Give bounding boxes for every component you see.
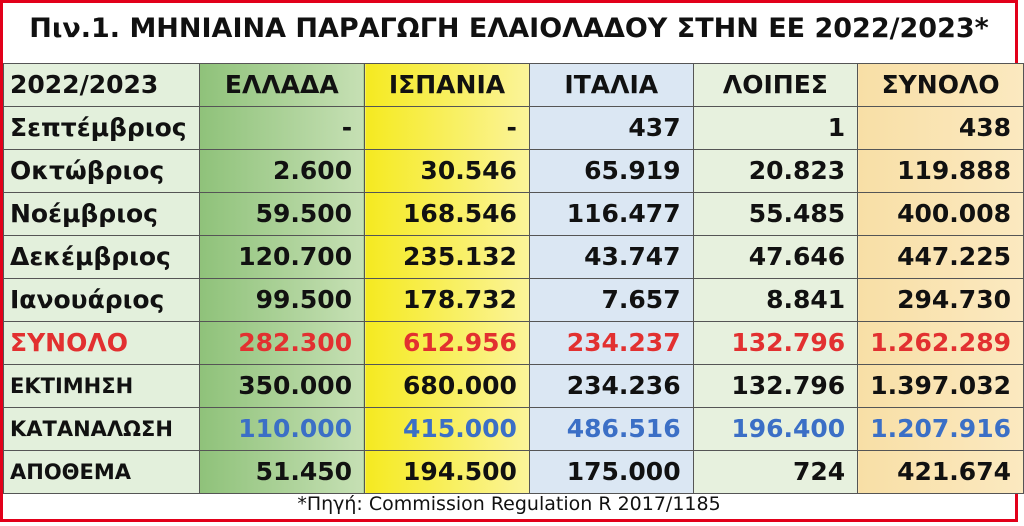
cell-italy: 437: [528, 106, 694, 150]
cell-others: 196.400: [692, 407, 859, 451]
cell-spain: 612.956: [364, 321, 530, 365]
cell-spain: 178.732: [364, 278, 530, 322]
cell-italy: 43.747: [528, 235, 694, 279]
row-january: Ιανουάριος 99.500 178.732 7.657 8.841 29…: [3, 278, 1024, 322]
header-greece: ΕΛΛΑΔΑ: [198, 63, 366, 107]
header-spain: ΙΣΠΑΝΙΑ: [364, 63, 530, 107]
row-label: Σεπτέμβριος: [3, 106, 200, 150]
cell-total: 1.262.289: [857, 321, 1024, 365]
cell-italy: 486.516: [528, 407, 694, 451]
row-label: Οκτώβριος: [3, 149, 200, 193]
cell-greece: -: [198, 106, 366, 150]
cell-spain: 30.546: [364, 149, 530, 193]
cell-total: 438: [857, 106, 1024, 150]
cell-italy: 175.000: [528, 450, 694, 494]
cell-italy: 234.237: [528, 321, 694, 365]
olive-oil-production-table: 2022/2023 ΕΛΛΑΔΑ ΙΣΠΑΝΙΑ ΙΤΑΛΙΑ ΛΟΙΠΕΣ Σ…: [3, 63, 1024, 494]
header-total: ΣΥΝΟΛΟ: [857, 63, 1024, 107]
table-title: Πιν.1. ΜΗΝΙΑΙΝΑ ΠΑΡΑΓΩΓΗ ΕΛΑΙΟΛΑΔΟΥ ΣΤΗΝ…: [29, 13, 989, 44]
row-label: Δεκέμβριος: [3, 235, 200, 279]
cell-total: 400.008: [857, 192, 1024, 236]
cell-greece: 99.500: [198, 278, 366, 322]
row-estimate: ΕΚΤΙΜΗΣΗ 350.000 680.000 234.236 132.796…: [3, 364, 1024, 408]
cell-italy: 234.236: [528, 364, 694, 408]
cell-others: 20.823: [692, 149, 859, 193]
cell-greece: 282.300: [198, 321, 366, 365]
cell-spain: 194.500: [364, 450, 530, 494]
row-label: ΚΑΤΑΝΑΛΩΣΗ: [3, 407, 200, 451]
cell-total: 421.674: [857, 450, 1024, 494]
row-consumption: ΚΑΤΑΝΑΛΩΣΗ 110.000 415.000 486.516 196.4…: [3, 407, 1024, 451]
cell-others: 724: [692, 450, 859, 494]
header-others: ΛΟΙΠΕΣ: [692, 63, 859, 107]
cell-greece: 120.700: [198, 235, 366, 279]
row-stock: ΑΠΟΘΕΜΑ 51.450 194.500 175.000 724 421.6…: [3, 450, 1024, 494]
cell-total: 294.730: [857, 278, 1024, 322]
cell-others: 132.796: [692, 321, 859, 365]
header-season: 2022/2023: [3, 63, 200, 107]
cell-italy: 116.477: [528, 192, 694, 236]
cell-greece: 2.600: [198, 149, 366, 193]
row-label: Νοέμβριος: [3, 192, 200, 236]
cell-others: 47.646: [692, 235, 859, 279]
cell-total: 119.888: [857, 149, 1024, 193]
row-sum-total: ΣΥΝΟΛΟ 282.300 612.956 234.237 132.796 1…: [3, 321, 1024, 365]
row-september: Σεπτέμβριος - - 437 1 438: [3, 106, 1024, 150]
cell-greece: 59.500: [198, 192, 366, 236]
cell-total: 1.207.916: [857, 407, 1024, 451]
cell-others: 132.796: [692, 364, 859, 408]
cell-total: 1.397.032: [857, 364, 1024, 408]
row-label: ΣΥΝΟΛΟ: [3, 321, 200, 365]
header-row: 2022/2023 ΕΛΛΑΔΑ ΙΣΠΑΝΙΑ ΙΤΑΛΙΑ ΛΟΙΠΕΣ Σ…: [3, 63, 1024, 107]
cell-others: 1: [692, 106, 859, 150]
row-december: Δεκέμβριος 120.700 235.132 43.747 47.646…: [3, 235, 1024, 279]
cell-greece: 51.450: [198, 450, 366, 494]
row-label: Ιανουάριος: [3, 278, 200, 322]
cell-spain: 235.132: [364, 235, 530, 279]
source-footnote: *Πηγή: Commission Regulation R 2017/1185: [297, 493, 721, 515]
row-october: Οκτώβριος 2.600 30.546 65.919 20.823 119…: [3, 149, 1024, 193]
cell-spain: 415.000: [364, 407, 530, 451]
cell-italy: 7.657: [528, 278, 694, 322]
cell-spain: 680.000: [364, 364, 530, 408]
header-italy: ΙΤΑΛΙΑ: [528, 63, 694, 107]
cell-greece: 110.000: [198, 407, 366, 451]
row-label: ΑΠΟΘΕΜΑ: [3, 450, 200, 494]
cell-others: 8.841: [692, 278, 859, 322]
cell-spain: -: [364, 106, 530, 150]
row-label: ΕΚΤΙΜΗΣΗ: [3, 364, 200, 408]
row-november: Νοέμβριος 59.500 168.546 116.477 55.485 …: [3, 192, 1024, 236]
cell-greece: 350.000: [198, 364, 366, 408]
cell-spain: 168.546: [364, 192, 530, 236]
cell-italy: 65.919: [528, 149, 694, 193]
cell-total: 447.225: [857, 235, 1024, 279]
cell-others: 55.485: [692, 192, 859, 236]
